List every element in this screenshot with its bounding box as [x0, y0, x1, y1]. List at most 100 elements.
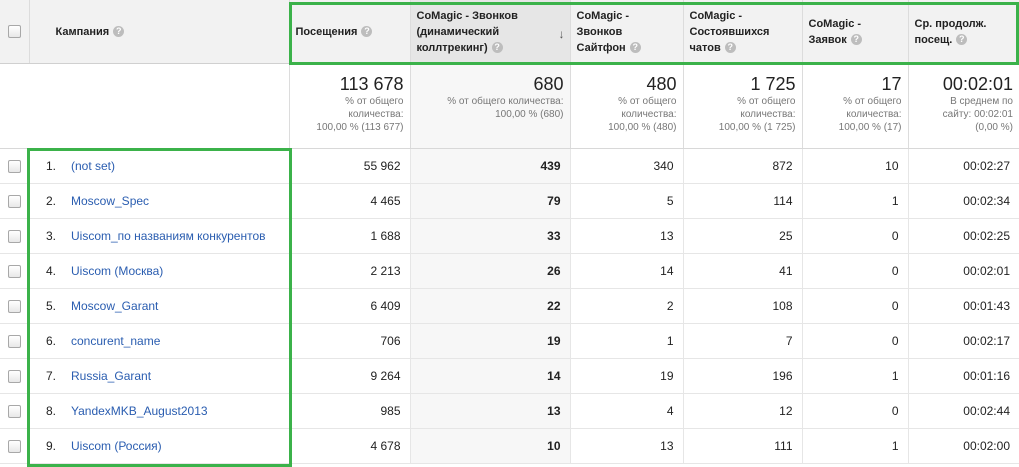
row-checkbox-cell	[0, 218, 29, 254]
summary-note: количества:	[846, 109, 902, 120]
metric-cell: 10	[801, 148, 908, 184]
metric-cell: 2 213	[288, 253, 410, 289]
row-index: 4.	[46, 264, 57, 278]
table-row: 9. Uiscom (Россия) 4 678 10 13 111 1 00:02:00	[0, 428, 1019, 464]
metric-header-label: Состоявшихся	[689, 25, 770, 38]
metric-header-label: Ср. продолж.	[914, 17, 987, 30]
summary-note: 100,00 % (480)	[608, 122, 677, 133]
metric-cell: 14	[409, 358, 570, 394]
metric-cell: 5	[569, 183, 683, 219]
campaign-cell: 9. Uiscom (Россия)	[29, 428, 289, 464]
row-index: 7.	[46, 369, 57, 383]
metric-cell: 10	[409, 428, 570, 464]
row-checkbox-cell	[0, 393, 29, 429]
summary-total: 680	[533, 74, 564, 94]
summary-total: 00:02:01	[942, 74, 1013, 94]
metric-header[interactable]: Посещения?	[288, 0, 410, 64]
metric-header-label: Звонков	[576, 25, 623, 38]
campaign-cell: 1. (not set)	[29, 148, 289, 184]
campaign-link[interactable]: concurent_name	[71, 334, 161, 348]
summary-note: 100,00 % (680)	[495, 109, 564, 120]
metric-header[interactable]: Ср. продолж. посещ.?	[907, 0, 1019, 64]
campaign-cell: 6. concurent_name	[29, 323, 289, 359]
row-index: 2.	[46, 194, 57, 208]
summary-cell: 480 % от общего количества: 100,00 % (480)	[569, 63, 683, 149]
metric-header[interactable]: CoMagic - Звонков Сайтфон?	[569, 0, 683, 64]
metric-cell: 00:02:27	[907, 148, 1019, 184]
metric-cell: 4 678	[288, 428, 410, 464]
campaign-link[interactable]: Moscow_Spec	[71, 194, 150, 208]
row-checkbox[interactable]	[8, 160, 21, 174]
metric-cell: 1	[569, 323, 683, 359]
row-checkbox[interactable]	[8, 335, 21, 349]
row-checkbox[interactable]	[8, 195, 21, 209]
metric-cell: 79	[409, 183, 570, 219]
summary-blank-cell	[29, 63, 289, 149]
campaign-link[interactable]: Uiscom_по названиям конкурентов	[71, 229, 266, 243]
question-mark-icon[interactable]: ?	[629, 42, 641, 54]
campaign-link[interactable]: Uiscom (Россия)	[71, 439, 162, 453]
metric-cell: 19	[409, 323, 570, 359]
question-mark-icon[interactable]: ?	[850, 34, 862, 46]
select-all-checkbox[interactable]	[7, 25, 21, 39]
metric-header[interactable]: CoMagic - Состоявшихся чатов?	[682, 0, 802, 64]
row-checkbox[interactable]	[8, 440, 21, 454]
question-mark-icon[interactable]: ?	[491, 42, 503, 54]
summary-note: (0,00 %)	[975, 122, 1013, 133]
row-checkbox[interactable]	[8, 230, 21, 244]
arrow-down-icon: ↓	[558, 27, 565, 41]
metric-header-label: Заявок	[808, 33, 847, 46]
table-row: 6. concurent_name 706 19 1 7 0 00:02:17	[0, 323, 1019, 359]
table-row: 5. Moscow_Garant 6 409 22 2 108 0 00:01:43	[0, 288, 1019, 324]
campaign-link[interactable]: (not set)	[71, 159, 116, 173]
row-index: 1.	[46, 159, 57, 173]
question-mark-icon[interactable]: ?	[113, 26, 125, 38]
row-index: 6.	[46, 334, 57, 348]
row-checkbox[interactable]	[8, 265, 21, 279]
campaign-link[interactable]: Moscow_Garant	[71, 299, 159, 313]
row-checkbox-cell	[0, 148, 29, 184]
row-checkbox[interactable]	[8, 300, 21, 314]
metric-header[interactable]: CoMagic - Звонков (динамический коллтрекин…	[409, 0, 570, 64]
campaign-header-label: Кампания	[55, 25, 110, 38]
summary-note: % от общего	[843, 96, 902, 107]
row-checkbox-cell	[0, 253, 29, 289]
summary-note: 100,00 % (17)	[838, 122, 902, 133]
row-index: 5.	[46, 299, 57, 313]
question-mark-icon[interactable]: ?	[956, 34, 968, 46]
metric-cell: 1	[801, 428, 908, 464]
campaign-link[interactable]: Russia_Garant	[71, 369, 152, 383]
row-checkbox[interactable]	[8, 405, 21, 419]
metric-cell: 111	[682, 428, 802, 464]
summary-note: % от общего	[618, 96, 677, 107]
metric-header-label: коллтрекинг)	[416, 41, 488, 54]
metric-cell: 22	[409, 288, 570, 324]
summary-cell: 17 % от общего количества: 100,00 % (17)	[801, 63, 908, 149]
metric-header-label: посещ.	[914, 33, 953, 46]
metric-header[interactable]: CoMagic - Заявок?	[801, 0, 908, 64]
metric-cell: 00:02:17	[907, 323, 1019, 359]
metric-cell: 0	[801, 218, 908, 254]
metric-cell: 1	[801, 183, 908, 219]
campaign-link[interactable]: Uiscom (Москва)	[71, 264, 164, 278]
row-checkbox[interactable]	[8, 370, 21, 384]
metric-header-label: Посещения	[295, 25, 358, 38]
campaign-link[interactable]: YandexMKB_August2013	[71, 404, 208, 418]
summary-cell: 680 % от общего количества: 100,00 % (680)	[409, 63, 570, 149]
summary-total: 17	[881, 74, 902, 94]
summary-note: 100,00 % (1 725)	[718, 122, 796, 133]
metric-cell: 985	[288, 393, 410, 429]
metric-cell: 0	[801, 253, 908, 289]
campaign-header[interactable]: Кампания?	[28, 0, 289, 64]
metric-cell: 439	[409, 148, 570, 184]
metric-cell: 00:02:34	[907, 183, 1019, 219]
question-mark-icon[interactable]: ?	[724, 42, 736, 54]
summary-cell: 113 678 % от общего количества: 100,00 % (1…	[288, 63, 410, 149]
question-mark-icon[interactable]: ?	[361, 26, 373, 38]
summary-cell: 00:02:01 В среднем по сайту: 00:02:01 (0,00…	[907, 63, 1019, 149]
metric-cell: 872	[682, 148, 802, 184]
summary-note: % от общего	[345, 96, 404, 107]
metric-cell: 00:02:00	[907, 428, 1019, 464]
metric-cell: 108	[682, 288, 802, 324]
